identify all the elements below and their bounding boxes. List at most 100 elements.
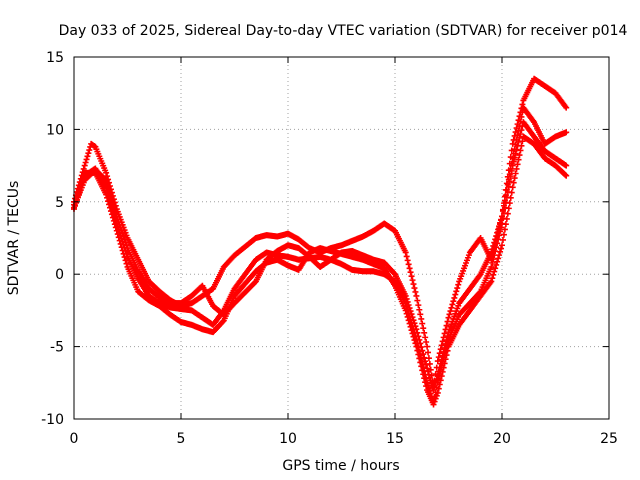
data-point	[408, 327, 415, 334]
data-point	[500, 200, 507, 207]
data-point	[518, 142, 525, 149]
data-point	[419, 320, 426, 327]
data-point	[116, 221, 123, 228]
data-point	[448, 304, 455, 311]
data-points	[71, 75, 570, 408]
data-point	[496, 223, 503, 230]
data-point	[433, 376, 440, 383]
data-point	[418, 343, 425, 350]
data-point	[507, 154, 514, 161]
data-point	[488, 249, 495, 256]
data-point	[108, 211, 115, 218]
data-point	[417, 340, 424, 347]
data-point	[120, 233, 127, 240]
data-point	[112, 209, 119, 216]
data-point	[497, 248, 504, 255]
plot-frame	[73, 56, 610, 420]
data-point	[489, 275, 496, 282]
data-point	[435, 368, 442, 375]
data-point	[451, 294, 458, 301]
data-point	[499, 206, 506, 213]
data-point	[517, 147, 524, 154]
data-point	[504, 210, 511, 217]
data-point	[506, 200, 513, 207]
data-point	[422, 379, 429, 386]
data-point	[391, 270, 398, 277]
data-point	[446, 311, 453, 318]
data-point	[406, 305, 413, 312]
data-point	[434, 372, 441, 379]
data-point	[514, 121, 521, 128]
data-point	[492, 265, 499, 272]
data-point	[518, 105, 525, 112]
data-point	[431, 398, 438, 405]
data-point	[499, 236, 506, 243]
data-point	[415, 302, 422, 309]
data-point	[115, 219, 122, 226]
data-point	[83, 156, 90, 163]
data-point	[434, 389, 441, 396]
data-point	[505, 205, 512, 212]
data-point	[410, 281, 417, 288]
data-point	[502, 221, 509, 228]
data-point	[497, 219, 504, 226]
data-point	[411, 285, 418, 292]
data-point	[498, 245, 505, 252]
data-point	[420, 325, 427, 332]
data-point	[107, 208, 114, 215]
data-point	[109, 200, 116, 207]
data-point	[409, 314, 416, 321]
data-point	[427, 377, 434, 384]
data-point	[493, 233, 500, 240]
data-point	[419, 347, 426, 354]
data-point	[414, 329, 421, 336]
data-point	[423, 383, 430, 390]
data-point	[437, 377, 444, 384]
data-point	[515, 156, 522, 163]
data-point	[424, 365, 431, 372]
data-point	[410, 317, 417, 324]
data-point	[105, 198, 112, 205]
data-point	[511, 132, 518, 139]
data-point	[421, 329, 428, 336]
data-point	[81, 162, 88, 169]
data-point	[423, 338, 430, 345]
data-point	[403, 295, 410, 302]
data-point	[113, 213, 120, 220]
data-point	[516, 152, 523, 159]
data-point	[111, 206, 118, 213]
data-point	[439, 352, 446, 359]
data-point	[85, 150, 92, 157]
data-point	[490, 242, 497, 249]
data-point	[118, 244, 125, 251]
data-point	[120, 250, 127, 257]
y-tick-label: 10	[46, 122, 64, 138]
data-point	[563, 162, 570, 169]
data-point	[494, 229, 501, 236]
data-point	[412, 323, 419, 330]
data-point	[444, 333, 451, 340]
series-trace-d	[71, 75, 570, 394]
data-point	[405, 261, 412, 268]
data-point	[492, 236, 499, 243]
data-point	[489, 246, 496, 253]
data-point	[110, 217, 117, 224]
data-point	[107, 193, 114, 200]
data-point	[413, 292, 420, 299]
data-point	[402, 292, 409, 299]
data-point	[488, 278, 495, 285]
x-tick-label: 15	[386, 431, 404, 447]
data-point	[416, 306, 423, 313]
data-point	[432, 379, 439, 386]
data-point	[454, 285, 461, 292]
data-point	[430, 401, 437, 408]
data-point	[116, 237, 123, 244]
data-point	[408, 273, 415, 280]
data-point	[516, 113, 523, 120]
data-point	[511, 175, 518, 182]
data-point	[431, 383, 438, 390]
data-point	[420, 371, 427, 378]
data-point	[450, 298, 457, 305]
